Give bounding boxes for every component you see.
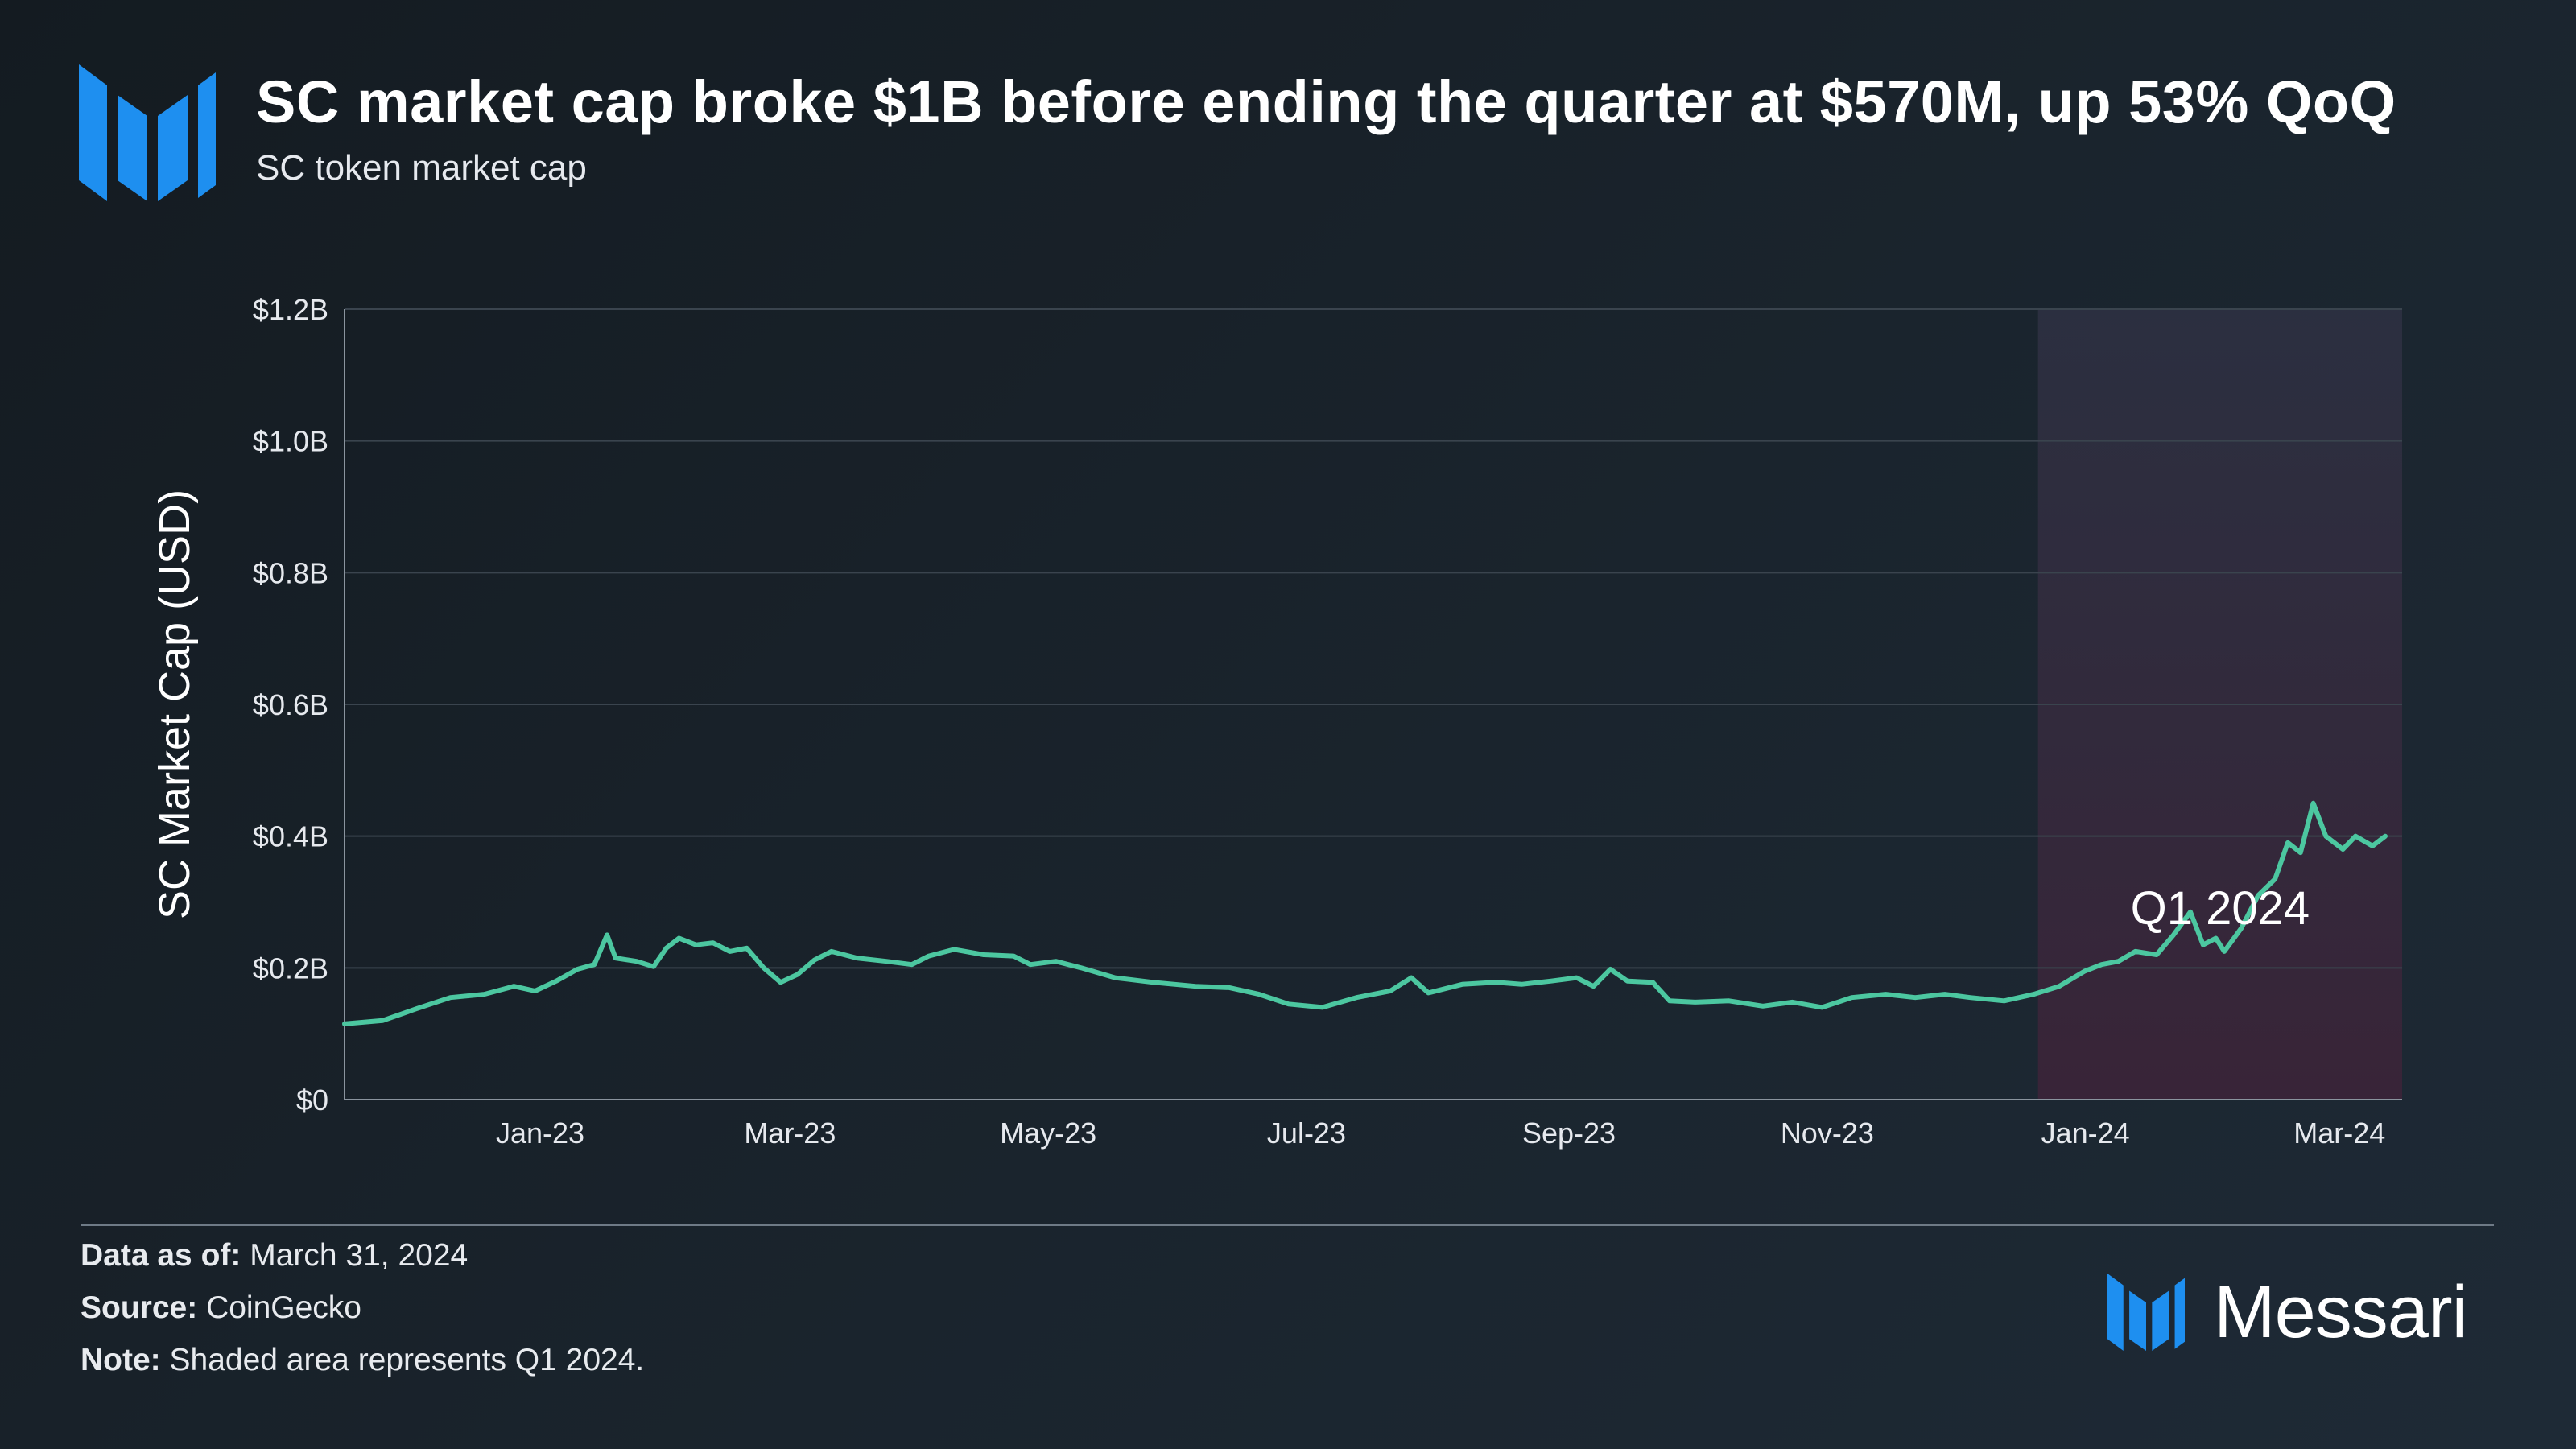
chart-title: SC market cap broke $1B before ending th… <box>256 68 2396 135</box>
data-as-of-value: March 31, 2024 <box>250 1238 469 1273</box>
x-tick-label: Sep-23 <box>1522 1117 1616 1150</box>
messari-brand-icon <box>2107 1274 2185 1351</box>
x-tick-label: Jul-23 <box>1267 1117 1346 1150</box>
y-tick-label: $1.0B <box>253 425 328 458</box>
x-tick-label: Mar-24 <box>2293 1117 2385 1150</box>
y-axis-title: SC Market Cap (USD) <box>151 489 199 919</box>
y-tick-label: $1.2B <box>253 293 328 326</box>
chart-subtitle: SC token market cap <box>256 148 587 188</box>
y-tick-label: $0 <box>296 1084 328 1117</box>
footer-divider <box>80 1224 2494 1226</box>
footer-data-as-of: Data as of: March 31, 2024 <box>80 1238 468 1274</box>
x-tick-label: Jan-24 <box>2041 1117 2130 1150</box>
source-label: Source: <box>80 1290 198 1325</box>
footer-source: Source: CoinGecko <box>80 1290 361 1326</box>
brand-lockup: Messari <box>2107 1270 2468 1353</box>
x-tick-label: May-23 <box>1000 1117 1096 1150</box>
market-cap-series-line <box>342 800 2388 1026</box>
data-as-of-label: Data as of: <box>80 1238 242 1273</box>
x-tick-label: Jan-23 <box>496 1117 584 1150</box>
y-tick-label: $0.2B <box>253 952 328 985</box>
source-value: CoinGecko <box>206 1290 361 1325</box>
y-tick-label: $0.6B <box>253 688 328 721</box>
note-value: Shaded area represents Q1 2024. <box>169 1343 645 1377</box>
brand-name: Messari <box>2214 1270 2468 1353</box>
shaded-region-label: Q1 2024 <box>2131 882 2310 935</box>
x-tick-label: Nov-23 <box>1781 1117 1874 1150</box>
y-tick-label: $0.4B <box>253 820 328 853</box>
footer-note: Note: Shaded area represents Q1 2024. <box>80 1343 644 1378</box>
note-label: Note: <box>80 1343 161 1377</box>
x-tick-label: Mar-23 <box>744 1117 836 1150</box>
market-cap-chart: Q1 2024 $0 $0.2B $0.4B $0.6B $0.8B $1.0B $1.2B J… <box>151 293 2402 1150</box>
messari-logo-icon <box>79 64 216 201</box>
y-tick-label: $0.8B <box>253 556 328 589</box>
